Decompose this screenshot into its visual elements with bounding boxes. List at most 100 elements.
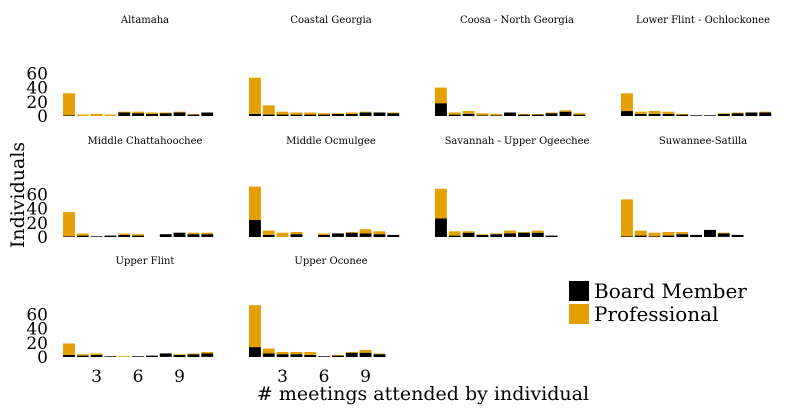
y-tick-label: 40 (26, 79, 48, 99)
bar-board-member (621, 236, 633, 237)
bar-board-member (717, 233, 730, 237)
x-tick-label: 9 (174, 367, 185, 387)
panel-title: Upper Oconee (294, 256, 367, 267)
bar-professional (476, 113, 489, 116)
x-tick-label: 9 (360, 367, 371, 387)
bar-board-member (648, 236, 661, 237)
panel-title: Middle Ocmulgee (286, 136, 376, 147)
bar-board-member (476, 115, 489, 116)
bar-board-member (621, 111, 633, 116)
bar-professional (104, 114, 117, 116)
bar-professional (621, 199, 633, 237)
bar-board-member (648, 113, 661, 116)
x-tick-label: 3 (277, 367, 288, 387)
bar-board-member (173, 354, 186, 357)
bar-board-member (559, 111, 572, 116)
legend: Board Member Professional (569, 279, 747, 326)
bar-professional (662, 111, 675, 114)
bar-professional (573, 113, 586, 115)
bar-professional (187, 353, 200, 355)
bar-professional (132, 234, 144, 236)
bar-board-member (387, 234, 400, 237)
bar-board-member (146, 113, 158, 116)
y-tick-label: 40 (26, 320, 48, 340)
bar-professional (173, 354, 186, 355)
bar-professional (648, 111, 661, 114)
bar-professional (490, 113, 503, 116)
bar-professional (90, 353, 103, 355)
panel-lower-flint-ochlockonee: Lower Flint - Ochlockonee (621, 15, 772, 116)
bar-board-member (662, 113, 675, 116)
bar-board-member (462, 113, 475, 116)
bar-professional (173, 111, 186, 113)
bar-board-member (159, 234, 172, 237)
bar-board-member (187, 354, 200, 357)
bar-professional (717, 232, 730, 234)
y-tick-label: 20 (26, 214, 48, 234)
bar-board-member (318, 114, 330, 116)
panel-coosa-north-georgia: Coosa - North Georgia (435, 15, 586, 116)
bar-professional (531, 230, 544, 233)
bar-board-member (704, 115, 716, 116)
bar-board-member (504, 233, 516, 237)
bar-board-member (90, 354, 103, 357)
bar-board-member (318, 234, 330, 237)
panel-savannah-upper-ogeechee: Savannah - Upper Ogeechee (435, 136, 590, 237)
bar-professional (76, 354, 89, 356)
bar-board-member (159, 353, 172, 357)
legend-label-board-member: Board Member (594, 279, 747, 303)
bar-professional (490, 233, 503, 235)
bar-board-member (373, 234, 386, 237)
bar-board-member (132, 113, 144, 116)
bar-professional (345, 352, 358, 353)
bar-board-member (104, 356, 117, 357)
bar-board-member (318, 356, 330, 357)
bar-professional (262, 230, 275, 235)
y-tick-label: 0 (37, 228, 48, 248)
bar-professional (545, 112, 558, 114)
bar-board-member (359, 233, 372, 237)
bar-professional (63, 343, 75, 355)
bar-professional (318, 113, 330, 115)
bar-board-member (448, 235, 461, 237)
bar-board-member (90, 236, 103, 237)
bar-professional (359, 111, 372, 113)
bar-professional (387, 112, 400, 114)
y-tick-label: 0 (37, 107, 48, 127)
bar-board-member (545, 113, 558, 116)
bar-board-member (332, 355, 344, 357)
bar-board-member (518, 114, 530, 116)
bar-board-member (373, 112, 386, 116)
bar-professional (276, 111, 289, 115)
bar-professional (621, 93, 633, 112)
bar-board-member (345, 232, 358, 237)
bar-board-member (545, 235, 558, 237)
bar-professional (448, 112, 461, 115)
bar-professional (359, 229, 372, 234)
bar-board-member (63, 115, 75, 116)
x-tick-label: 3 (91, 367, 102, 387)
panel-title: Lower Flint - Ochlockonee (636, 15, 770, 26)
legend-label-professional: Professional (594, 302, 718, 326)
bar-professional (345, 112, 358, 114)
legend-swatch-board-member (569, 281, 589, 301)
bar-professional (132, 111, 144, 114)
bar-professional (262, 348, 275, 354)
bar-professional (717, 113, 730, 114)
bar-professional (276, 352, 289, 355)
bar-board-member (490, 115, 503, 116)
bar-professional (187, 232, 200, 235)
bar-professional (63, 212, 75, 237)
bar-board-member (345, 113, 358, 116)
y-tick-label: 0 (37, 348, 48, 368)
bar-professional (290, 112, 303, 115)
bar-professional (159, 112, 172, 114)
panel-suwannee-satilla: Suwannee-Satilla (621, 136, 747, 237)
bar-professional (304, 112, 317, 115)
bar-professional (531, 113, 544, 115)
bar-professional (448, 231, 461, 236)
bar-professional (518, 113, 530, 115)
bar-professional (146, 112, 158, 114)
